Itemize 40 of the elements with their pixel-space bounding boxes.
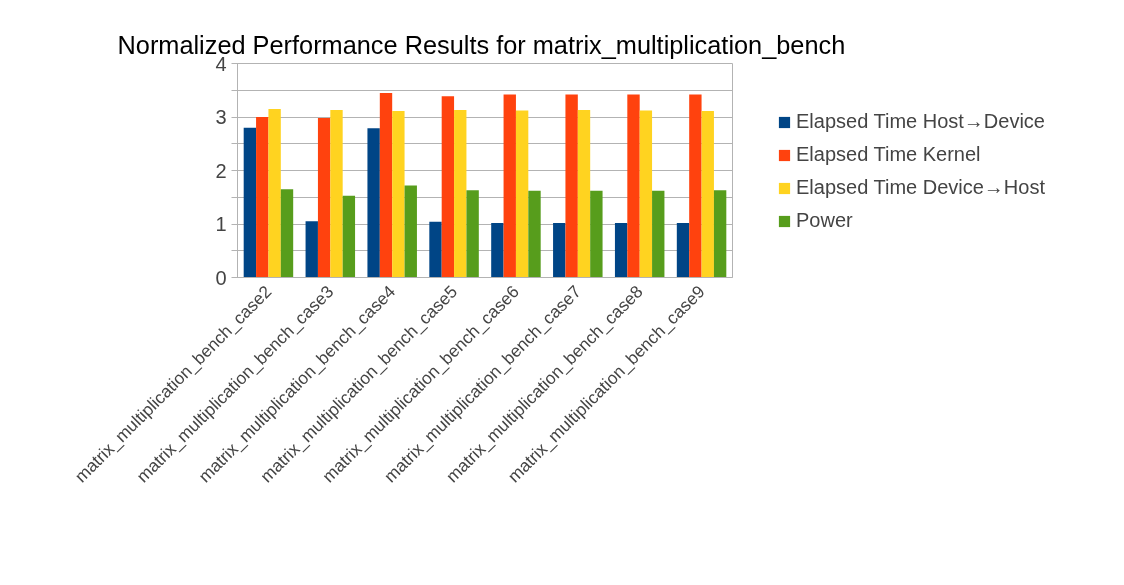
bar <box>268 108 281 278</box>
y-tick-label: 0 <box>215 266 227 289</box>
bar <box>441 96 455 278</box>
bar <box>317 118 331 278</box>
bar <box>639 110 653 278</box>
y-tick-label: 1 <box>215 213 227 235</box>
y-tick-label: 2 <box>215 159 227 182</box>
bar <box>256 117 269 278</box>
bar <box>565 94 578 278</box>
bar <box>553 222 566 278</box>
legend-label: Power <box>796 209 853 232</box>
bar <box>528 190 541 278</box>
bar <box>577 110 591 278</box>
bar <box>627 94 640 278</box>
bar <box>515 110 529 278</box>
bar <box>590 190 603 278</box>
bar <box>342 195 356 278</box>
bar <box>652 190 665 278</box>
bar <box>614 222 628 278</box>
bar <box>429 221 442 278</box>
bar <box>713 190 727 278</box>
bar <box>689 94 702 278</box>
y-tick-label: 3 <box>215 106 227 128</box>
bar <box>503 94 516 278</box>
bar <box>491 222 504 278</box>
bar <box>379 92 393 278</box>
bar <box>676 222 690 278</box>
bar <box>466 190 479 278</box>
bar <box>305 221 318 278</box>
legend-label: Elapsed Time Device→Host <box>796 176 1045 199</box>
bar <box>330 110 343 278</box>
bar <box>701 111 714 278</box>
legend-label: Elapsed Time Host→Device <box>796 110 1045 133</box>
bar <box>392 111 405 278</box>
bar <box>243 127 257 278</box>
bar <box>404 185 417 278</box>
bar <box>367 128 380 278</box>
legend-label: Elapsed Time Kernel <box>796 143 981 166</box>
bar <box>454 110 467 278</box>
bar <box>280 189 294 278</box>
